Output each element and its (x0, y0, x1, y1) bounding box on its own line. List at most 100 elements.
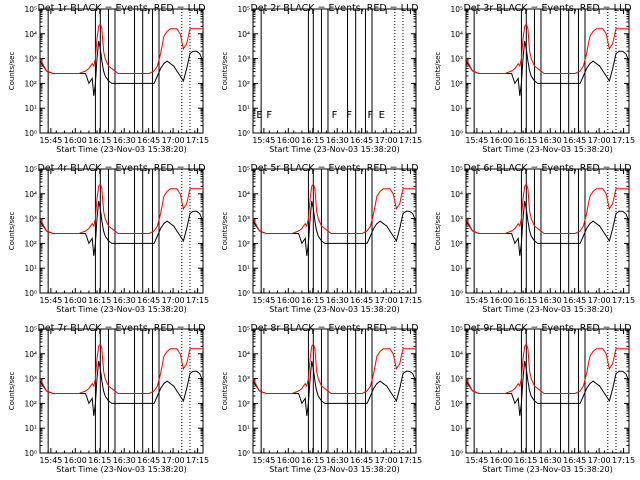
x-tick-label: 16:00 (64, 456, 87, 465)
panel-5: 10⁰ 10¹ 10² 10³ 10⁴ 10⁵ 15:45 16:00 16:15 16:30 16… (221, 163, 422, 314)
panel-title: Det 3r BLACK = Events, RED = LLD (463, 3, 631, 14)
x-axis-label: Start Time (23-Nov-03 15:38:20) (482, 305, 612, 314)
x-tick-label: 16:45 (350, 456, 373, 465)
series-lld-line (252, 182, 416, 234)
y-tick-label: 10³ (24, 215, 37, 224)
panel-title: Det 9r BLACK = Events, RED = LLD (463, 323, 631, 334)
y-tick-label: 10⁴ (237, 190, 250, 199)
x-tick-label: 17:15 (399, 136, 422, 145)
x-tick-label: 17:00 (588, 456, 611, 465)
x-tick-label: 16:30 (326, 296, 349, 305)
y-tick-label: 10¹ (450, 424, 463, 433)
y-axis-label: Counts/sec (8, 372, 16, 411)
y-tick-label: 10⁰ (450, 129, 463, 138)
y-tick-label: 10⁵ (237, 165, 250, 174)
series-events-line (39, 201, 204, 256)
x-axis-label: Start Time (23-Nov-03 15:38:20) (269, 465, 399, 474)
y-tick-label: 10⁴ (24, 30, 37, 39)
y-tick-label: 10⁰ (237, 289, 250, 298)
x-tick-label: 16:45 (137, 136, 160, 145)
x-tick-label: 15:45 (39, 136, 62, 145)
x-tick-label: 16:30 (113, 136, 136, 145)
x-tick-label: 15:45 (465, 296, 488, 305)
x-tick-label: 17:00 (375, 456, 398, 465)
x-tick-label: 16:30 (113, 296, 136, 305)
series-lld-line (465, 22, 629, 74)
panel-title: Det 8r BLACK = Events, RED = LLD (250, 323, 418, 334)
x-tick-label: 16:15 (301, 136, 324, 145)
x-axis-label: Start Time (23-Nov-03 15:38:20) (56, 145, 186, 154)
y-tick-label: 10² (450, 79, 463, 88)
y-tick-label: 10⁴ (24, 350, 37, 359)
panel-title: Det 5r BLACK = Events, RED = LLD (250, 163, 418, 174)
x-tick-label: 16:45 (563, 136, 586, 145)
x-tick-label: 16:15 (514, 296, 537, 305)
plot-frame (465, 8, 630, 134)
x-tick-label: 15:45 (465, 136, 488, 145)
panel-7: 10⁰ 10¹ 10² 10³ 10⁴ 10⁵ 15:45 16:00 16:15 16:30 16… (8, 323, 209, 474)
x-tick-label: 15:45 (39, 296, 62, 305)
y-tick-label: 10¹ (237, 264, 250, 273)
y-tick-label: 10³ (450, 55, 463, 64)
y-tick-label: 10⁴ (450, 190, 463, 199)
y-tick-label: 10⁵ (237, 5, 250, 14)
y-tick-label: 10¹ (24, 424, 37, 433)
y-tick-label: 10⁴ (24, 190, 37, 199)
no-data-flag: E (256, 110, 262, 121)
series-lld-line (39, 182, 203, 234)
x-tick-label: 16:00 (64, 296, 87, 305)
panel-title: Det 4r BLACK = Events, RED = LLD (37, 163, 205, 174)
x-tick-label: 16:45 (350, 296, 373, 305)
series-events-line (252, 361, 417, 416)
y-axis-label: Counts/sec (221, 212, 229, 251)
series-events-line (252, 201, 417, 256)
x-tick-label: 15:45 (465, 456, 488, 465)
panel-title: Det 1r BLACK = Events, RED = LLD (37, 3, 205, 14)
x-axis-label: Start Time (23-Nov-03 15:38:20) (56, 305, 186, 314)
series-events-line (39, 41, 204, 96)
panel-4: 10⁰ 10¹ 10² 10³ 10⁴ 10⁵ 15:45 16:00 16:15 16:30 16… (8, 163, 209, 314)
x-tick-label: 15:45 (252, 456, 275, 465)
x-tick-label: 17:15 (186, 136, 209, 145)
x-tick-label: 16:00 (490, 456, 513, 465)
panel-1: 10⁰ 10¹ 10² 10³ 10⁴ 10⁵ 15:45 16:00 16:15 16:30 16… (8, 3, 209, 154)
y-tick-label: 10⁰ (237, 129, 250, 138)
y-tick-label: 10¹ (450, 264, 463, 273)
x-tick-label: 16:15 (514, 456, 537, 465)
y-tick-label: 10² (237, 79, 250, 88)
x-tick-label: 16:45 (563, 296, 586, 305)
y-tick-label: 10³ (237, 375, 250, 384)
panel-9: 10⁰ 10¹ 10² 10³ 10⁴ 10⁵ 15:45 16:00 16:15 16:30 16… (434, 323, 635, 474)
y-axis-label: Counts/sec (434, 212, 442, 251)
x-tick-label: 16:45 (563, 456, 586, 465)
no-data-flag: E (379, 110, 385, 121)
plot-frame (252, 168, 417, 294)
y-tick-label: 10⁰ (24, 129, 37, 138)
no-data-flag: F (266, 110, 272, 121)
y-tick-label: 10³ (450, 375, 463, 384)
series-lld-line (465, 342, 629, 394)
no-data-flag: F (367, 110, 373, 121)
x-tick-label: 16:00 (490, 296, 513, 305)
y-tick-label: 10³ (237, 215, 250, 224)
y-axis-label: Counts/sec (8, 52, 16, 91)
panel-title: Det 6r BLACK = Events, RED = LLD (463, 163, 631, 174)
y-tick-label: 10⁰ (237, 449, 250, 458)
panel-6: 10⁰ 10¹ 10² 10³ 10⁴ 10⁵ 15:45 16:00 16:15 16:30 16… (434, 163, 635, 314)
panel-8: 10⁰ 10¹ 10² 10³ 10⁴ 10⁵ 15:45 16:00 16:15 16:30 16… (221, 323, 422, 474)
no-data-flag: F (332, 110, 338, 121)
x-tick-label: 16:15 (514, 136, 537, 145)
x-tick-label: 17:00 (162, 136, 185, 145)
x-tick-label: 16:30 (539, 136, 562, 145)
series-events-line (465, 41, 630, 96)
x-tick-label: 16:00 (277, 136, 300, 145)
panel-title: Det 2r BLACK = Events, RED = LLD (250, 3, 418, 14)
y-tick-label: 10² (24, 79, 37, 88)
x-tick-label: 16:15 (301, 296, 324, 305)
no-data-flag: F (346, 110, 352, 121)
y-tick-label: 10² (237, 399, 250, 408)
y-axis-label: Counts/sec (434, 372, 442, 411)
y-tick-label: 10⁵ (237, 325, 250, 334)
panel-2: 10⁰ 10¹ 10² 10³ 10⁴ 10⁵ 15:45 16:00 16:15 16:30 16… (221, 3, 422, 154)
y-tick-label: 10³ (24, 375, 37, 384)
